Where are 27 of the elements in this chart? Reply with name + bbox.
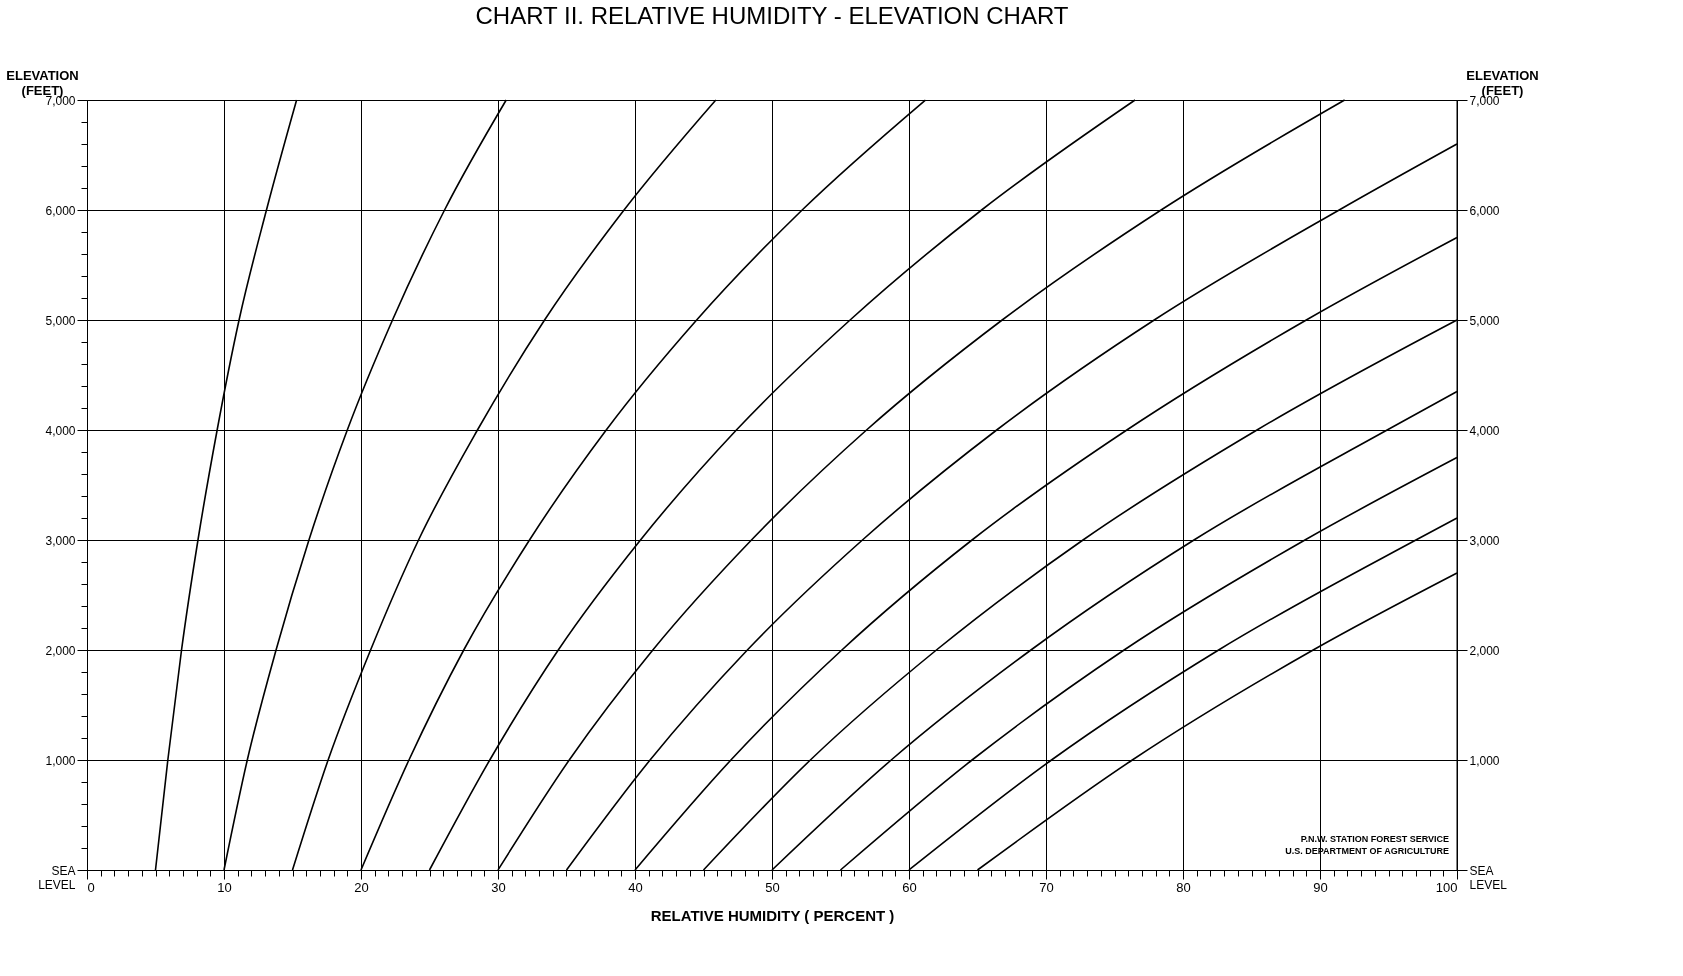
y-tick-label: 1,000 <box>45 753 76 768</box>
y-tick-label: 3,000 <box>45 533 76 548</box>
y2-tick-label: 2,000 <box>1469 643 1500 658</box>
y2-tick-label: 5,000 <box>1469 313 1500 328</box>
x-tick-label: 0 <box>87 879 95 895</box>
y2-tick-label: 4,000 <box>1469 423 1500 438</box>
y2-tick-label: SEA LEVEL <box>1469 863 1508 892</box>
y-tick-label: 2,000 <box>45 643 76 658</box>
x-tick-label: 40 <box>628 879 643 895</box>
x-tick-label: 100 <box>1435 879 1458 895</box>
y2-tick-label: 1,000 <box>1469 753 1500 768</box>
x-tick-label: 50 <box>765 879 780 895</box>
x-tick-label: 20 <box>354 879 369 895</box>
x-axis-title: RELATIVE HUMIDITY ( PERCENT ) <box>650 906 895 924</box>
y-tick-label: 6,000 <box>45 203 76 218</box>
y2-tick-label: 6,000 <box>1469 203 1500 218</box>
x-tick-label: 70 <box>1039 879 1054 895</box>
chart-title: CHART II. RELATIVE HUMIDITY - ELEVATION CHART <box>475 2 1069 29</box>
x-tick-label: 80 <box>1176 879 1191 895</box>
x-tick-label: 30 <box>491 879 506 895</box>
x-tick-label: 10 <box>217 879 232 895</box>
y-tick-label: SEA LEVEL <box>38 863 76 892</box>
x-tick-label: 90 <box>1313 879 1328 895</box>
y2-tick-label: 3,000 <box>1469 533 1500 548</box>
y-tick-label: 5,000 <box>45 313 76 328</box>
y-tick-label: 4,000 <box>45 423 76 438</box>
x-tick-label: 60 <box>902 879 917 895</box>
